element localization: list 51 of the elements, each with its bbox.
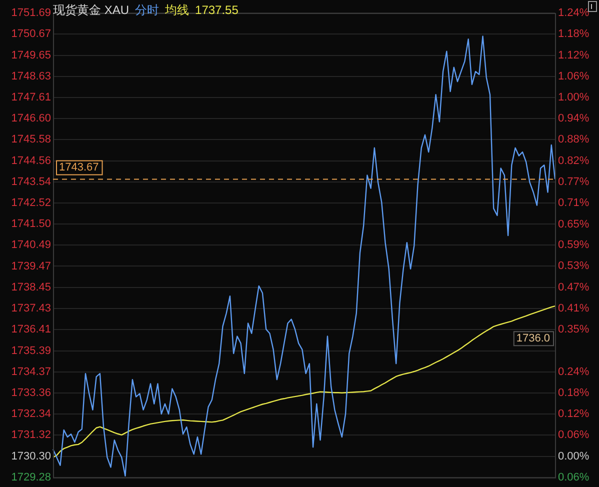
annotation: 1736.0 [516, 332, 550, 345]
y2-tick-label: 1.18% [558, 28, 590, 40]
y-tick-label: 1741.50 [11, 218, 51, 230]
y-tick-label: 1748.63 [11, 70, 51, 82]
y2-tick-label: 0.41% [558, 302, 590, 315]
text: 均线 [165, 3, 190, 17]
y2-tick-label: 0.88% [558, 134, 590, 146]
y2-tick-label: 0.94% [558, 112, 590, 124]
y2-tick-label: 0.12% [558, 408, 590, 420]
y2-tick-label: 0.18% [558, 386, 590, 399]
y-tick-label: 1731.32 [11, 429, 51, 442]
y-tick-label: 1751.69 [11, 7, 51, 20]
y-tick-label: 1742.52 [11, 197, 51, 210]
chart-title: 现货黄金 XAU [53, 3, 130, 17]
y2-tick-label: 0.53% [558, 260, 590, 272]
y2-tick-label: 0.65% [558, 218, 590, 230]
y2-tick-label: 0.06% [558, 429, 590, 442]
y2-tick-label: 0.35% [558, 324, 590, 336]
y-tick-label: 1737.43 [11, 302, 51, 315]
y2-tick-label: 1.00% [558, 92, 590, 104]
annotation: 1737.55 [195, 3, 238, 17]
y-tick-label: 1734.37 [11, 366, 51, 378]
y-tick-label: 1746.60 [11, 112, 51, 125]
y-tick-label: 1743.54 [11, 176, 51, 188]
y-tick-label: 1745.58 [11, 134, 51, 146]
y-tick-label: 1738.45 [11, 281, 51, 294]
y2-tick-label: 0.24% [558, 366, 590, 378]
y2-tick-label: 0.59% [558, 239, 590, 252]
y2-tick-label: 1.12% [558, 49, 590, 62]
y-tick-label: 1747.61 [11, 92, 51, 104]
y-tick-label: 1735.39 [11, 344, 51, 357]
y-tick-label: 1729.28 [11, 471, 51, 484]
y2-tick-label: 1.24% [558, 7, 590, 20]
y2-tick-label: 0.82% [558, 154, 590, 167]
y2-tick-label: 0.06% [558, 471, 590, 484]
y-tick-label: 1749.65 [11, 49, 51, 62]
y-tick-label: 1736.41 [11, 324, 51, 336]
y-tick-label: 1740.49 [11, 239, 51, 252]
text: 分时 [135, 3, 160, 17]
y2-tick-label: 0.00% [558, 450, 590, 462]
y-tick-label: 1744.56 [11, 154, 51, 167]
y-tick-label: 1733.36 [11, 386, 51, 399]
y2-tick-label: 1.06% [558, 70, 590, 83]
y-tick-label: 1732.34 [11, 408, 51, 420]
y2-tick-label: 0.77% [558, 176, 590, 188]
y-tick-label: 1730.30 [11, 450, 51, 462]
y2-tick-label: 0.71% [558, 197, 590, 210]
ref-line-label: 1743.67 [59, 162, 99, 174]
y-tick-label: 1750.67 [11, 28, 51, 40]
y2-tick-label: 0.47% [558, 281, 590, 294]
y-tick-label: 1739.47 [11, 260, 51, 272]
